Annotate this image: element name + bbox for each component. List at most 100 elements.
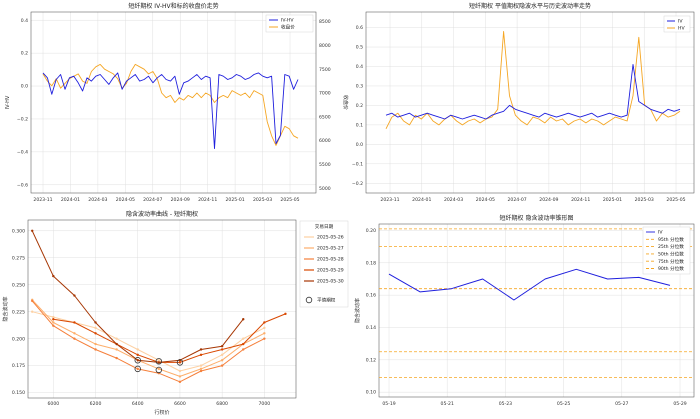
y-tick-label: 0.10: [366, 390, 376, 396]
y-tick-label: 0.18: [366, 260, 376, 266]
x-tick-label: 2024-03: [444, 197, 463, 203]
x-tick-label: 2024-09: [171, 197, 190, 203]
x-tick-label: 2024-03: [88, 197, 107, 203]
legend-label: HV: [678, 26, 685, 32]
y2-tick-label: 6500: [319, 114, 331, 120]
y-tick-label: 0.1: [356, 122, 363, 128]
series-point: [220, 345, 224, 348]
series-point: [263, 321, 266, 324]
y-tick-label: −0.4: [17, 149, 28, 155]
legend-title: 交易日期: [315, 223, 334, 230]
series-point: [220, 359, 224, 362]
series-point: [31, 229, 34, 232]
x-tick-label: 2024-11: [198, 197, 217, 203]
series-point: [199, 348, 203, 351]
x-tick-label: 2024-01: [61, 197, 80, 203]
series-point: [94, 342, 97, 346]
series-point: [157, 359, 161, 362]
y-tick-label: −0.1: [352, 161, 363, 167]
plot-frame: [378, 223, 695, 398]
y-tick-label: 0.16: [366, 293, 376, 299]
series-point: [73, 294, 76, 297]
y-tick-label: 0.225: [12, 309, 25, 315]
series-point: [73, 321, 76, 324]
y-tick-label: 0.2: [21, 51, 28, 57]
legend-label: 2025-05-28: [317, 257, 344, 263]
legend-box: [663, 15, 691, 33]
series-point: [31, 310, 34, 313]
x-tick-label: 2025-05: [280, 197, 299, 203]
series-point: [136, 367, 139, 371]
plot-frame: [365, 11, 695, 194]
y-tick-label: 0.6: [356, 25, 363, 31]
x-tick-label: 2024-11: [571, 197, 590, 203]
series-point: [73, 337, 76, 340]
y-tick-label: 0.14: [366, 325, 376, 331]
y2-tick-label: 5000: [319, 186, 331, 192]
series-point: [31, 299, 34, 303]
series-point: [94, 321, 97, 324]
y2-tick-label: 8000: [319, 43, 331, 49]
y-tick-label: 0.275: [12, 255, 25, 261]
series-line-hv: [385, 31, 681, 130]
x-tick-label: 2024-09: [539, 197, 558, 203]
legend-label: IV: [678, 19, 683, 25]
y-tick-label: −0.6: [17, 182, 28, 188]
series-point: [94, 348, 97, 351]
y-axis-label: 隐含波动率: [2, 296, 9, 321]
series-line-iv: [388, 268, 671, 301]
y-tick-label: 0.12: [366, 357, 376, 363]
atm-marker: [155, 358, 163, 365]
series-point: [242, 337, 245, 340]
series-point: [178, 369, 182, 373]
x-tick-label: 2023-11: [380, 197, 399, 203]
x-tick-label: 2024-05: [476, 197, 495, 203]
legend-label: 平值期权: [317, 297, 336, 304]
series-point: [199, 369, 203, 373]
series-point: [115, 337, 118, 340]
atm-marker: [134, 365, 141, 373]
series-point: [199, 367, 203, 371]
series-point: [157, 367, 161, 371]
legend-label: 2025-05-27: [317, 246, 344, 252]
y-tick-label: 0.2: [356, 103, 363, 109]
series-point: [52, 324, 55, 327]
x-tick-label: 05-25: [557, 401, 570, 407]
legend-label: 25th 分位数: [658, 243, 684, 250]
legend-label: 收盘价: [281, 24, 295, 31]
atm-marker: [176, 359, 184, 366]
series-point: [263, 326, 266, 330]
x-tick-label: 6000: [47, 401, 59, 407]
chart-title: 短纤期权 IV-HV和标的收盘价走势: [128, 2, 218, 10]
series-line-2025-05-26: [32, 311, 265, 372]
legend-label: 2025-05-26: [317, 235, 344, 241]
series-point: [199, 353, 203, 357]
series-point: [94, 326, 97, 330]
x-tick-label: 05-21: [441, 401, 454, 407]
series-line-iv: [385, 64, 681, 120]
chart-title: 隐含波动率曲线 - 短纤期权: [126, 210, 198, 218]
y2-tick-label: 7500: [319, 67, 331, 73]
series-point: [73, 332, 76, 335]
series-line-iv-hv: [42, 72, 299, 150]
panel-iv-hv-levels: 短纤期权 平值期权隐波水平与历史波动率走势 2023-11 2024-01 2024-…: [352, 2, 695, 203]
series-line-2025-05-27: [31, 299, 265, 377]
x-tick-label: 2025-03: [253, 197, 272, 203]
y-tick-label: 0.175: [12, 363, 25, 369]
y-tick-label: 0.3: [356, 84, 363, 90]
legend-label: 90th 分位数: [658, 265, 684, 272]
y-tick-label: −0.2: [352, 181, 363, 187]
series-point: [178, 375, 182, 378]
y-tick-label: 0.200: [12, 336, 25, 342]
y-axis-label: IV-HV: [5, 95, 11, 109]
x-tick-label: 2024-05: [116, 197, 135, 203]
legend-label: 75th 分位数: [658, 258, 684, 265]
series-point: [263, 332, 266, 335]
series-point: [52, 318, 55, 321]
x-tick-label: 6800: [216, 401, 228, 407]
series-point: [52, 274, 55, 278]
y2-tick-label: 7000: [319, 91, 331, 97]
